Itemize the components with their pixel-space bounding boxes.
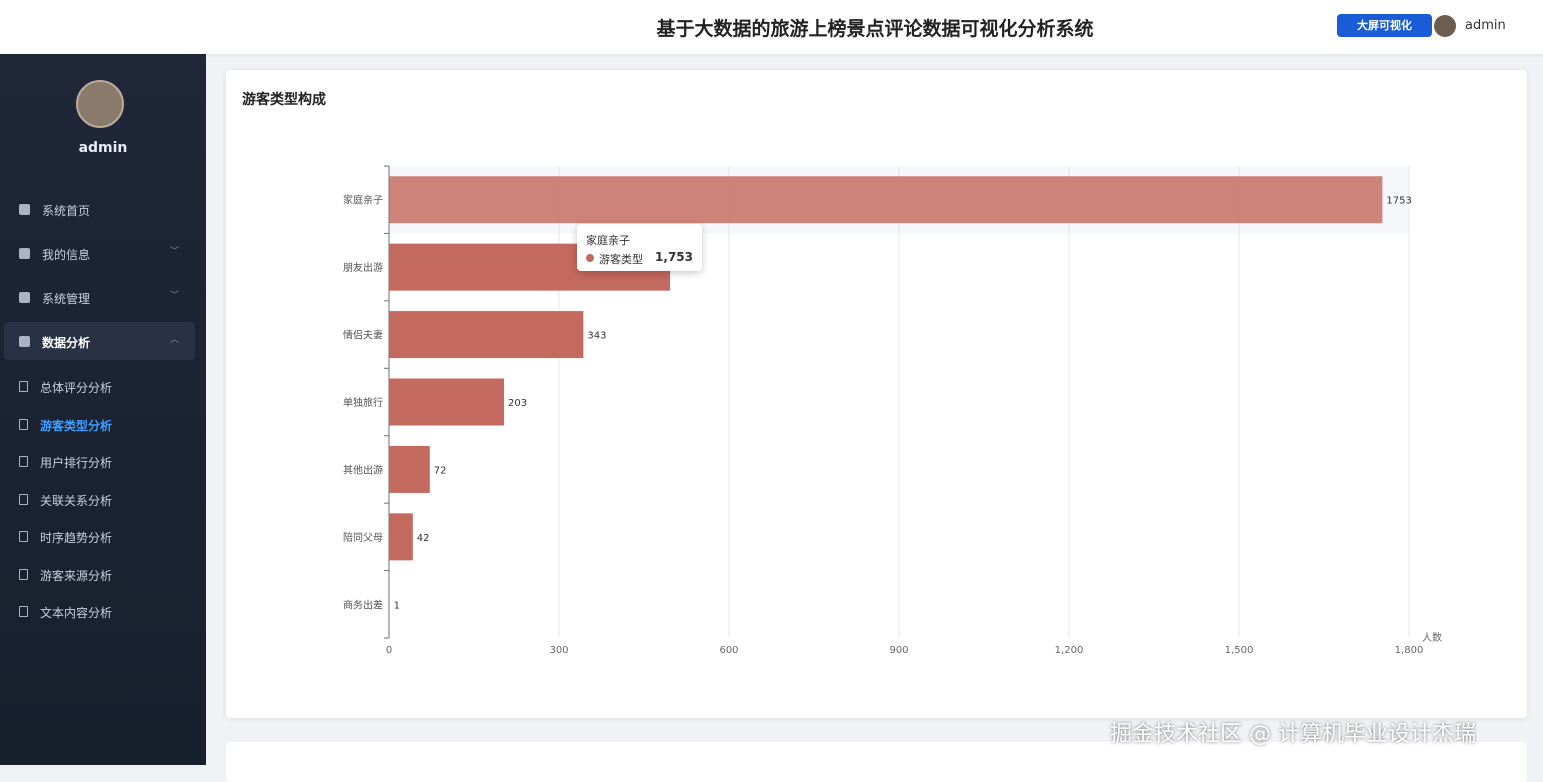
y-tick-label: 情侣夫妻 bbox=[343, 329, 383, 342]
y-tick-label: 陪同父母 bbox=[343, 531, 383, 544]
x-tick-label: 300 bbox=[549, 645, 568, 656]
bar bbox=[389, 311, 584, 359]
bar bbox=[389, 445, 430, 493]
y-tick-label: 商务出差 bbox=[343, 598, 383, 611]
tooltip-series: 游客类型 bbox=[599, 253, 643, 266]
menu-item[interactable]: 数据分析 bbox=[42, 336, 91, 350]
app-title: 基于大数据的旅游上榜景点评论数据可视化分析系统 bbox=[656, 18, 1094, 40]
submenu-icon bbox=[19, 418, 28, 430]
data-label: 203 bbox=[508, 398, 527, 409]
tooltip-title: 家庭亲子 bbox=[586, 234, 630, 247]
bar bbox=[389, 378, 505, 426]
y-tick-label: 其他出游 bbox=[343, 463, 383, 476]
sidebar: admin 系统首页我的信息 ﹀ 系统管理 ﹀ 数据分析 ︿ 总体评分分析 游客类型分析 用户排… bbox=[0, 54, 206, 765]
sidebar-user: admin bbox=[78, 140, 128, 156]
menu-icon bbox=[19, 336, 30, 347]
data-label: 343 bbox=[587, 331, 606, 342]
submenu-item[interactable]: 总体评分分析 bbox=[40, 381, 113, 395]
x-tick-label: 1,200 bbox=[1055, 645, 1084, 656]
submenu-icon bbox=[19, 456, 28, 467]
submenu-item[interactable]: 文本内容分析 bbox=[40, 606, 113, 620]
submenu-item[interactable]: 关联关系分析 bbox=[40, 493, 113, 508]
submenu-icon bbox=[19, 568, 28, 580]
submenu-item[interactable]: 游客类型分析 bbox=[40, 418, 113, 433]
tooltip-marker bbox=[586, 254, 594, 262]
card-title: 游客类型构成 bbox=[242, 92, 326, 108]
x-tick-label: 900 bbox=[889, 645, 908, 656]
submenu-icon bbox=[19, 381, 28, 392]
bar bbox=[389, 513, 413, 561]
y-tick-label: 家庭亲子 bbox=[343, 194, 383, 207]
tooltip: 家庭亲子 游客类型 1,753 bbox=[577, 224, 702, 271]
header: 基于大数据的旅游上榜景点评论数据可视化分析系统 大屏可视化 admin bbox=[0, 0, 1543, 54]
menu-arrow: ﹀ bbox=[170, 291, 180, 301]
x-tick-label: 0 bbox=[386, 645, 392, 656]
dashboard-button[interactable]: 大屏可视化 bbox=[1337, 14, 1432, 37]
watermark: 掘金技术社区 @ 计算机毕业设计杰瑞 bbox=[1110, 722, 1476, 747]
chart-card: 游客类型构成 0 300 600 900 1,200 1,500 1,800 人数 家庭亲子 17… bbox=[226, 70, 1527, 718]
menu-icon bbox=[19, 248, 30, 259]
menu-item[interactable]: 系统首页 bbox=[42, 204, 91, 218]
menu-arrow: ︿ bbox=[170, 335, 180, 345]
x-tick-label: 600 bbox=[719, 645, 738, 656]
bar bbox=[389, 176, 1383, 224]
data-label: 1753 bbox=[1386, 196, 1411, 207]
menu-icon bbox=[19, 204, 30, 215]
x-axis-label: 人数 bbox=[1422, 631, 1442, 644]
submenu-icon bbox=[19, 493, 28, 505]
menu-item[interactable]: 系统管理 bbox=[42, 292, 91, 306]
menu-item[interactable]: 我的信息 bbox=[42, 248, 91, 262]
menu-icon bbox=[19, 292, 30, 303]
sidebar-avatar bbox=[76, 80, 124, 128]
data-label: 42 bbox=[417, 533, 430, 544]
data-label: 72 bbox=[434, 465, 447, 476]
submenu-item[interactable]: 用户排行分析 bbox=[40, 456, 113, 470]
menu-arrow: ﹀ bbox=[170, 247, 180, 257]
submenu-item[interactable]: 游客来源分析 bbox=[40, 568, 113, 583]
data-label: 1 bbox=[394, 600, 400, 611]
user-menu[interactable]: admin bbox=[1465, 18, 1506, 33]
y-tick-label: 单独旅行 bbox=[343, 396, 383, 409]
y-tick-label: 朋友出游 bbox=[343, 261, 383, 274]
submenu-item[interactable]: 时序趋势分析 bbox=[40, 531, 113, 545]
x-tick-label: 1,500 bbox=[1225, 645, 1254, 656]
next-card bbox=[226, 742, 1527, 782]
submenu-icon bbox=[19, 606, 28, 617]
tooltip-value: 1,753 bbox=[655, 250, 693, 264]
user-avatar[interactable] bbox=[1434, 15, 1456, 37]
active-menu-bg bbox=[4, 322, 195, 360]
x-tick-label: 1,800 bbox=[1395, 645, 1424, 656]
submenu-icon bbox=[19, 531, 28, 542]
bar bbox=[389, 580, 390, 628]
